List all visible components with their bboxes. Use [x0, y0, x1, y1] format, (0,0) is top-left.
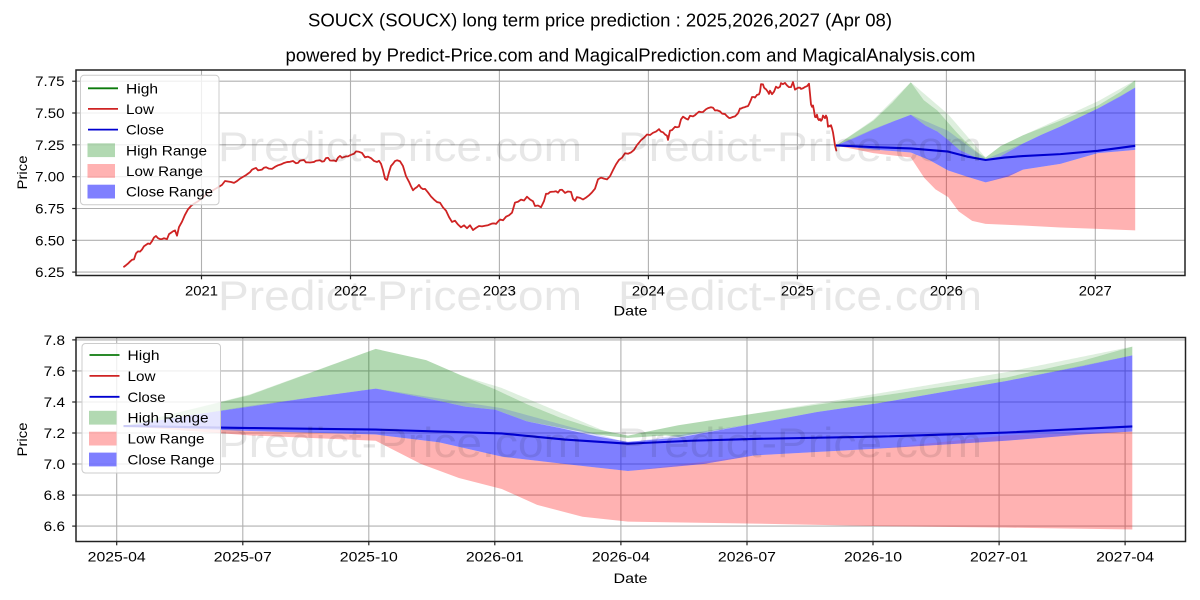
svg-text:Low Range: Low Range — [128, 431, 205, 447]
svg-text:7.50: 7.50 — [35, 105, 65, 121]
svg-text:High Range: High Range — [126, 142, 207, 158]
svg-text:2026-01: 2026-01 — [466, 549, 524, 565]
svg-text:High Range: High Range — [128, 410, 209, 426]
svg-text:Low: Low — [128, 368, 157, 384]
svg-text:Predict-Price.com: Predict-Price.com — [218, 419, 582, 466]
svg-text:Close: Close — [126, 122, 164, 138]
svg-text:2022: 2022 — [334, 283, 367, 299]
svg-text:Predict-Price.com: Predict-Price.com — [218, 123, 582, 170]
svg-text:Close Range: Close Range — [128, 452, 215, 468]
svg-text:2027-01: 2027-01 — [970, 549, 1028, 565]
svg-text:7.8: 7.8 — [44, 332, 66, 348]
svg-text:Close: Close — [128, 389, 166, 405]
svg-text:Close Range: Close Range — [126, 184, 213, 200]
svg-text:Price: Price — [14, 422, 30, 456]
svg-text:2026-04: 2026-04 — [592, 549, 650, 565]
svg-text:7.25: 7.25 — [35, 137, 65, 153]
svg-text:7.00: 7.00 — [35, 169, 65, 185]
svg-text:6.25: 6.25 — [35, 264, 65, 280]
svg-text:2026-07: 2026-07 — [718, 549, 776, 565]
svg-text:6.75: 6.75 — [35, 200, 65, 216]
svg-text:Low: Low — [126, 101, 155, 117]
svg-text:High: High — [128, 347, 160, 363]
svg-text:6.8: 6.8 — [44, 487, 66, 503]
svg-text:2025-04: 2025-04 — [88, 549, 146, 565]
svg-text:Predict-Price.com: Predict-Price.com — [618, 419, 982, 466]
svg-text:Predict-Price.com: Predict-Price.com — [618, 123, 982, 170]
svg-text:7.6: 7.6 — [44, 363, 66, 379]
svg-text:2025-07: 2025-07 — [214, 549, 272, 565]
svg-text:2024: 2024 — [632, 283, 665, 299]
svg-text:7.2: 7.2 — [44, 425, 66, 441]
svg-text:Predict-Price.com: Predict-Price.com — [618, 272, 982, 319]
svg-text:2027: 2027 — [1079, 283, 1112, 299]
svg-text:2027-04: 2027-04 — [1096, 549, 1154, 565]
svg-text:2023: 2023 — [483, 283, 516, 299]
svg-text:High: High — [126, 80, 158, 96]
svg-text:2026-10: 2026-10 — [844, 549, 902, 565]
svg-text:Low Range: Low Range — [126, 163, 203, 179]
svg-text:powered by Predict-Price.com a: powered by Predict-Price.com and Magical… — [286, 45, 976, 66]
svg-text:Date: Date — [614, 570, 648, 586]
svg-text:Date: Date — [614, 303, 648, 319]
svg-text:Predict-Price.com: Predict-Price.com — [218, 272, 582, 319]
svg-text:6.50: 6.50 — [35, 232, 65, 248]
svg-text:2021: 2021 — [185, 283, 218, 299]
svg-text:7.75: 7.75 — [35, 73, 65, 89]
svg-text:6.6: 6.6 — [44, 518, 66, 534]
svg-text:SOUCX (SOUCX) long term price: SOUCX (SOUCX) long term price prediction… — [308, 10, 892, 31]
svg-text:7.4: 7.4 — [44, 394, 66, 410]
svg-text:Price: Price — [14, 155, 30, 189]
svg-text:7.0: 7.0 — [44, 456, 66, 472]
svg-text:2026: 2026 — [930, 283, 963, 299]
svg-text:2025-10: 2025-10 — [340, 549, 398, 565]
svg-text:2025: 2025 — [781, 283, 814, 299]
